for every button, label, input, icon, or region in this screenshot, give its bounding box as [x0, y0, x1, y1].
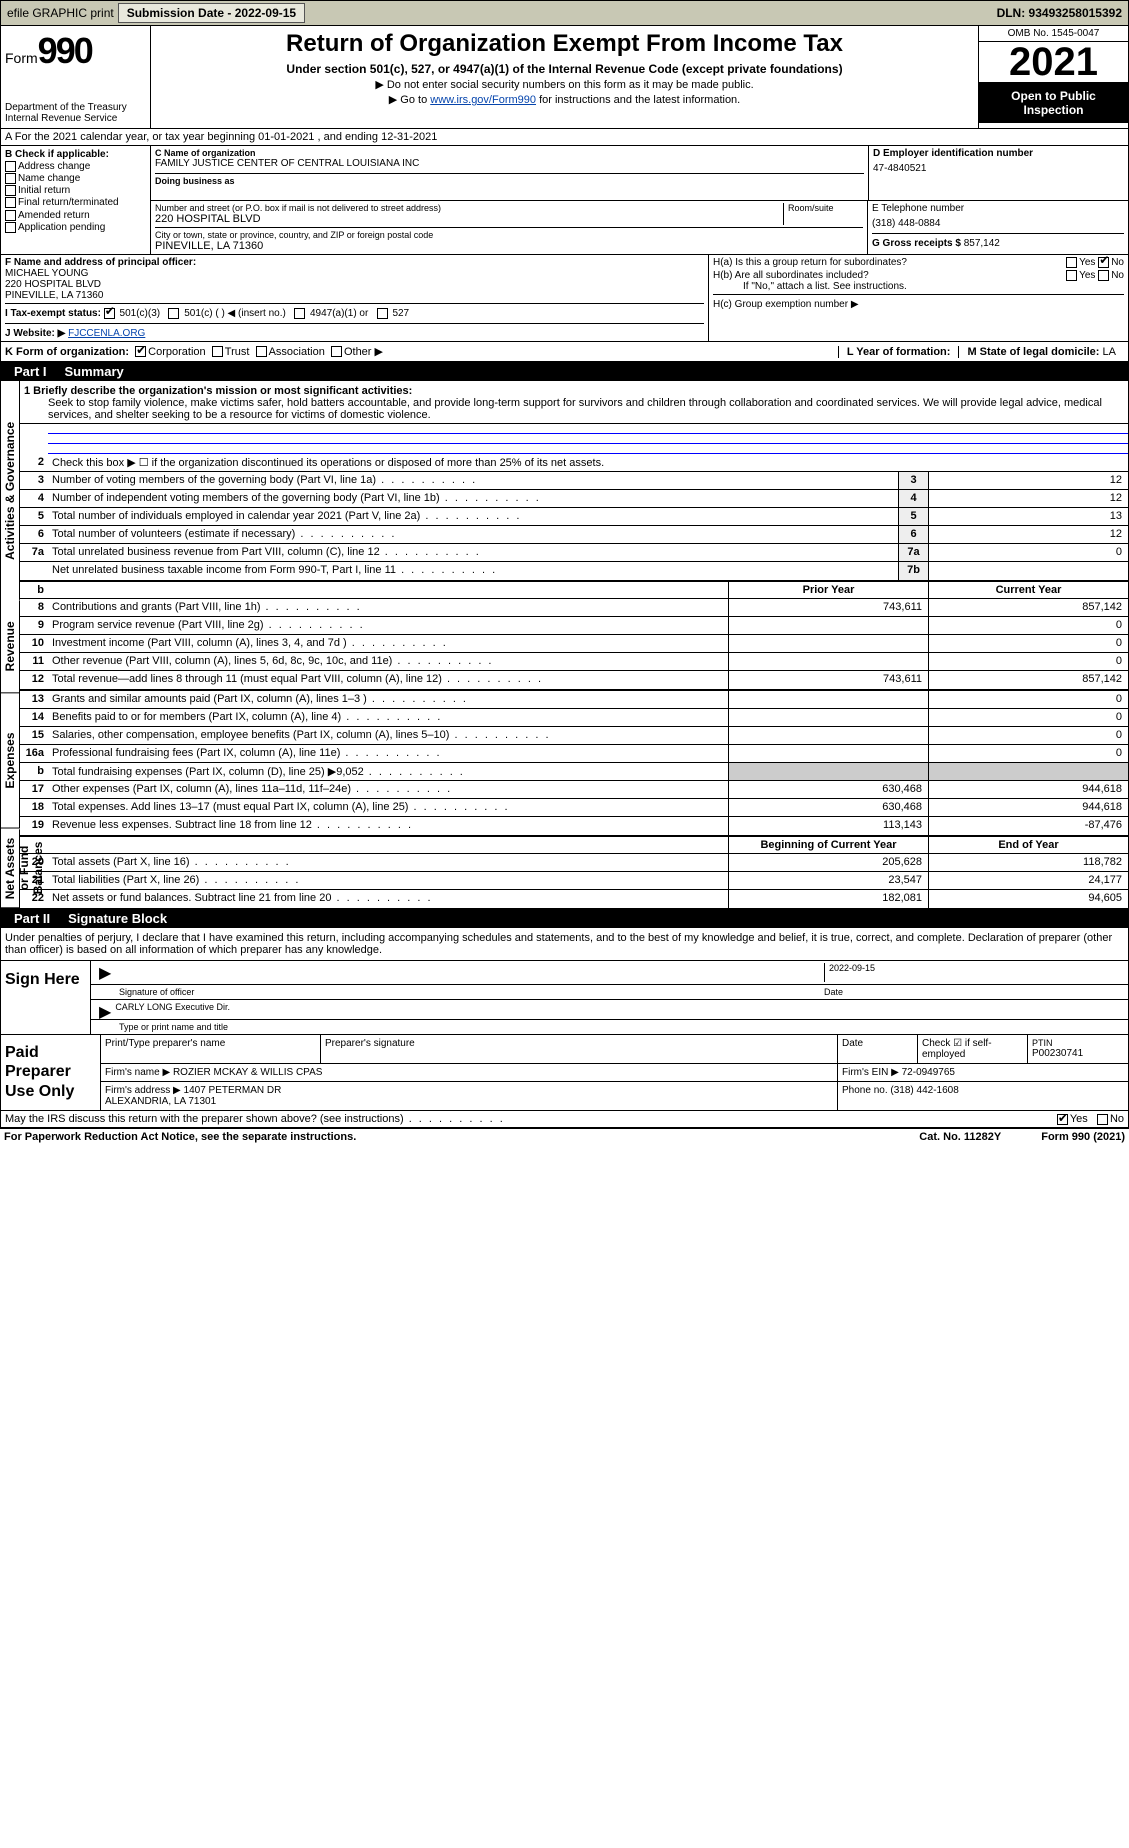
firm-name: ROZIER MCKAY & WILLIS CPAS	[173, 1067, 322, 1078]
check-501c3[interactable]	[104, 308, 115, 319]
signature-block: Under penalties of perjury, I declare th…	[0, 928, 1129, 1035]
group-netassets: Net Assets or Fund Balances	[1, 829, 20, 908]
signature-arrow-icon: ▶	[95, 963, 115, 982]
firm-ein: 72-0949765	[902, 1067, 955, 1078]
table-row: 4Number of independent voting members of…	[20, 490, 1128, 508]
table-row: Net unrelated business taxable income fr…	[20, 562, 1128, 580]
form-title: Return of Organization Exempt From Incom…	[159, 30, 970, 58]
mission-block: 1 Briefly describe the organization's mi…	[20, 381, 1128, 424]
table-row: 8Contributions and grants (Part VIII, li…	[20, 599, 1128, 617]
check-initial[interactable]: Initial return	[5, 185, 146, 196]
table-row: 7aTotal unrelated business revenue from …	[20, 544, 1128, 562]
table-row: 16aProfessional fundraising fees (Part I…	[20, 745, 1128, 763]
street-address: 220 HOSPITAL BLVD	[155, 213, 783, 225]
declaration-text: Under penalties of perjury, I declare th…	[1, 928, 1128, 960]
dept-label: Department of the Treasury Internal Reve…	[5, 102, 146, 124]
check-address[interactable]: Address change	[5, 161, 146, 172]
table-row: 6Total number of volunteers (estimate if…	[20, 526, 1128, 544]
check-name[interactable]: Name change	[5, 173, 146, 184]
table-row: bTotal fundraising expenses (Part IX, co…	[20, 763, 1128, 781]
table-row: 9Program service revenue (Part VIII, lin…	[20, 617, 1128, 635]
table-row: 11Other revenue (Part VIII, column (A), …	[20, 653, 1128, 671]
top-bar: efile GRAPHIC print Submission Date - 20…	[0, 0, 1129, 26]
form-header: Form990 Department of the Treasury Inter…	[0, 26, 1129, 129]
table-row: 3Number of voting members of the governi…	[20, 472, 1128, 490]
website-link[interactable]: FJCCENLA.ORG	[68, 328, 145, 339]
sections-b-through-g: B Check if applicable: Address change Na…	[0, 146, 1129, 255]
discuss-yes[interactable]	[1057, 1114, 1068, 1125]
part1-header: Part I Summary	[0, 362, 1129, 381]
part1-body: Activities & Governance Revenue Expenses…	[0, 381, 1129, 909]
efile-label: efile GRAPHIC print	[3, 6, 118, 20]
check-corporation[interactable]	[135, 346, 146, 357]
table-row: 20Total assets (Part X, line 16)205,6281…	[20, 854, 1128, 872]
discuss-no[interactable]	[1097, 1114, 1108, 1125]
telephone: (318) 448-0884	[872, 214, 1124, 233]
group-revenue: Revenue	[1, 600, 20, 693]
check-pending[interactable]: Application pending	[5, 222, 146, 233]
note-ssn: ▶ Do not enter social security numbers o…	[159, 78, 970, 91]
submission-date-button[interactable]: Submission Date - 2022-09-15	[118, 3, 305, 23]
form-number: Form990	[5, 30, 146, 72]
table-row: 14Benefits paid to or for members (Part …	[20, 709, 1128, 727]
table-row: 10Investment income (Part VIII, column (…	[20, 635, 1128, 653]
sections-f-h: F Name and address of principal officer:…	[0, 255, 1129, 342]
discuss-row: May the IRS discuss this return with the…	[0, 1111, 1129, 1128]
tax-year: 2021	[979, 42, 1128, 83]
open-inspection: Open to Public Inspection	[979, 83, 1128, 123]
table-row: 13Grants and similar amounts paid (Part …	[20, 691, 1128, 709]
mission-text: Seek to stop family violence, make victi…	[48, 397, 1124, 421]
group-activities: Activities & Governance	[1, 381, 20, 600]
gross-receipts: 857,142	[964, 238, 1000, 249]
table-row: 17Other expenses (Part IX, column (A), l…	[20, 781, 1128, 799]
irs-link[interactable]: www.irs.gov/Form990	[430, 94, 536, 106]
section-a-period: A For the 2021 calendar year, or tax yea…	[0, 129, 1129, 146]
check-amended[interactable]: Amended return	[5, 210, 146, 221]
org-name: FAMILY JUSTICE CENTER OF CENTRAL LOUISIA…	[155, 158, 864, 169]
table-row: 15Salaries, other compensation, employee…	[20, 727, 1128, 745]
typed-name: CARLY LONG Executive Dir.	[115, 1002, 230, 1017]
table-row: 21Total liabilities (Part X, line 26)23,…	[20, 872, 1128, 890]
city-state-zip: PINEVILLE, LA 71360	[155, 240, 863, 252]
sig-date: 2022-09-15	[824, 963, 1124, 982]
table-row: 19Revenue less expenses. Subtract line 1…	[20, 817, 1128, 835]
section-b: B Check if applicable: Address change Na…	[1, 146, 151, 254]
group-return-no[interactable]	[1098, 257, 1109, 268]
ptin: P00230741	[1032, 1048, 1124, 1059]
group-expenses: Expenses	[1, 693, 20, 829]
sections-k-l-m: K Form of organization: Corporation Trus…	[0, 342, 1129, 362]
check-final[interactable]: Final return/terminated	[5, 197, 146, 208]
paid-preparer-block: Paid Preparer Use Only Print/Type prepar…	[0, 1035, 1129, 1111]
officer-name: MICHAEL YOUNG	[5, 268, 704, 279]
table-row: 22Net assets or fund balances. Subtract …	[20, 890, 1128, 908]
table-row: 5Total number of individuals employed in…	[20, 508, 1128, 526]
part2-header: Part II Signature Block	[0, 909, 1129, 928]
firm-phone: (318) 442-1608	[890, 1085, 958, 1096]
table-row: 12Total revenue—add lines 8 through 11 (…	[20, 671, 1128, 689]
table-row: 18Total expenses. Add lines 13–17 (must …	[20, 799, 1128, 817]
ein-value: 47-4840521	[873, 159, 1124, 178]
note-link: ▶ Go to www.irs.gov/Form990 for instruct…	[159, 93, 970, 106]
footer-note: For Paperwork Reduction Act Notice, see …	[0, 1128, 1129, 1145]
form-subtitle: Under section 501(c), 527, or 4947(a)(1)…	[159, 62, 970, 76]
dln-label: DLN: 93493258015392	[997, 6, 1126, 20]
